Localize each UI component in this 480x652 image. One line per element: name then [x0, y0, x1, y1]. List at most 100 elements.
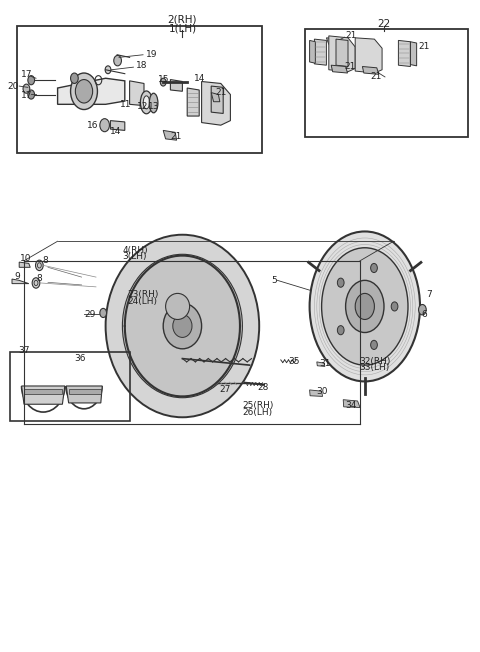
Circle shape: [346, 280, 384, 333]
Polygon shape: [110, 121, 125, 130]
Circle shape: [100, 119, 109, 132]
Text: 9: 9: [14, 272, 20, 281]
Text: 21: 21: [346, 31, 357, 40]
Polygon shape: [398, 40, 410, 67]
Polygon shape: [170, 80, 182, 91]
Circle shape: [310, 231, 420, 381]
Circle shape: [71, 73, 97, 110]
Text: 13: 13: [148, 102, 159, 111]
Text: 5: 5: [271, 276, 277, 285]
Circle shape: [160, 78, 166, 86]
Ellipse shape: [140, 91, 153, 113]
Circle shape: [36, 260, 43, 271]
Text: 35: 35: [288, 357, 300, 366]
Circle shape: [100, 308, 107, 318]
Circle shape: [337, 278, 344, 288]
Text: 12: 12: [137, 102, 148, 111]
Text: 36: 36: [74, 354, 86, 363]
Polygon shape: [331, 65, 348, 73]
Text: 20: 20: [7, 82, 18, 91]
Ellipse shape: [122, 254, 242, 398]
Polygon shape: [310, 40, 315, 63]
Polygon shape: [69, 389, 101, 394]
Circle shape: [355, 293, 374, 319]
Text: 27: 27: [219, 385, 230, 394]
Circle shape: [75, 80, 93, 103]
Text: 21: 21: [215, 88, 227, 97]
Text: 15: 15: [157, 75, 169, 84]
Text: 11: 11: [120, 100, 132, 109]
Text: 17: 17: [21, 91, 33, 100]
Text: 19: 19: [146, 50, 158, 59]
Polygon shape: [343, 400, 360, 408]
Ellipse shape: [163, 303, 202, 349]
Text: 8: 8: [36, 274, 42, 283]
Polygon shape: [317, 362, 325, 366]
Polygon shape: [310, 390, 323, 396]
Text: 4(RH): 4(RH): [122, 246, 148, 255]
Text: 6: 6: [421, 310, 427, 319]
Circle shape: [322, 248, 408, 365]
Polygon shape: [362, 67, 379, 74]
Ellipse shape: [106, 235, 259, 417]
Polygon shape: [19, 262, 30, 267]
Text: 37: 37: [18, 346, 30, 355]
Polygon shape: [187, 88, 199, 116]
Text: 34: 34: [346, 401, 357, 410]
Circle shape: [71, 73, 78, 83]
Text: 16: 16: [87, 121, 98, 130]
Polygon shape: [12, 279, 29, 284]
Text: 23(RH): 23(RH): [127, 290, 158, 299]
Polygon shape: [66, 386, 102, 403]
Text: 21: 21: [419, 42, 430, 52]
Polygon shape: [163, 130, 177, 140]
Circle shape: [105, 66, 111, 74]
Text: 18: 18: [136, 61, 147, 70]
Text: 14: 14: [110, 127, 122, 136]
Polygon shape: [211, 86, 223, 113]
Ellipse shape: [149, 93, 158, 113]
Text: 25(RH): 25(RH): [242, 401, 274, 410]
Ellipse shape: [166, 293, 190, 319]
Ellipse shape: [173, 314, 192, 338]
Circle shape: [32, 278, 40, 288]
Text: 30: 30: [316, 387, 327, 396]
Text: 17: 17: [21, 70, 33, 80]
Polygon shape: [355, 38, 382, 73]
Text: 32(RH): 32(RH): [359, 357, 390, 366]
Circle shape: [391, 302, 398, 311]
Circle shape: [371, 340, 377, 349]
Text: 3(LH): 3(LH): [122, 252, 147, 261]
Text: 21: 21: [345, 62, 356, 71]
Text: 14: 14: [194, 74, 206, 83]
Polygon shape: [58, 78, 125, 104]
Polygon shape: [130, 81, 144, 106]
Circle shape: [23, 84, 30, 93]
Circle shape: [371, 263, 377, 273]
Text: 29: 29: [84, 310, 96, 319]
Text: 8: 8: [42, 256, 48, 265]
Text: 33(LH): 33(LH): [359, 363, 389, 372]
Text: 21: 21: [170, 132, 182, 141]
Polygon shape: [314, 39, 326, 65]
Text: 1(LH): 1(LH): [168, 23, 196, 33]
Polygon shape: [326, 38, 343, 46]
Text: 26(LH): 26(LH): [242, 408, 273, 417]
Text: 21: 21: [371, 72, 382, 82]
Polygon shape: [410, 42, 417, 66]
Circle shape: [28, 90, 35, 99]
Text: 7: 7: [426, 290, 432, 299]
Polygon shape: [211, 93, 220, 102]
Text: 2(RH): 2(RH): [168, 14, 197, 25]
Ellipse shape: [143, 96, 150, 109]
Circle shape: [419, 304, 426, 315]
Text: 22: 22: [377, 19, 391, 29]
Circle shape: [114, 55, 121, 66]
Polygon shape: [336, 39, 348, 67]
Circle shape: [337, 325, 344, 334]
Text: 10: 10: [20, 254, 32, 263]
Text: 28: 28: [257, 383, 269, 392]
Polygon shape: [202, 82, 230, 125]
Polygon shape: [22, 386, 65, 404]
Text: 24(LH): 24(LH): [127, 297, 157, 306]
